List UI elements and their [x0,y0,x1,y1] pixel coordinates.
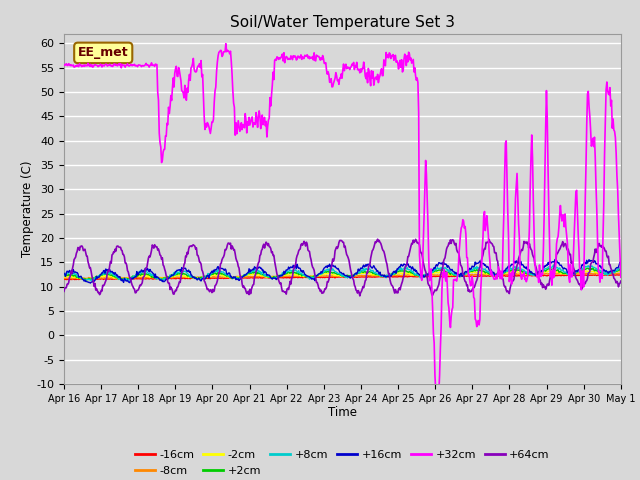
Legend: -16cm, -8cm, -2cm, +2cm, +8cm, +16cm, +32cm, +64cm: -16cm, -8cm, -2cm, +2cm, +8cm, +16cm, +3… [131,445,554,480]
Text: EE_met: EE_met [78,47,129,60]
Y-axis label: Temperature (C): Temperature (C) [20,160,33,257]
Title: Soil/Water Temperature Set 3: Soil/Water Temperature Set 3 [230,15,455,30]
X-axis label: Time: Time [328,407,357,420]
